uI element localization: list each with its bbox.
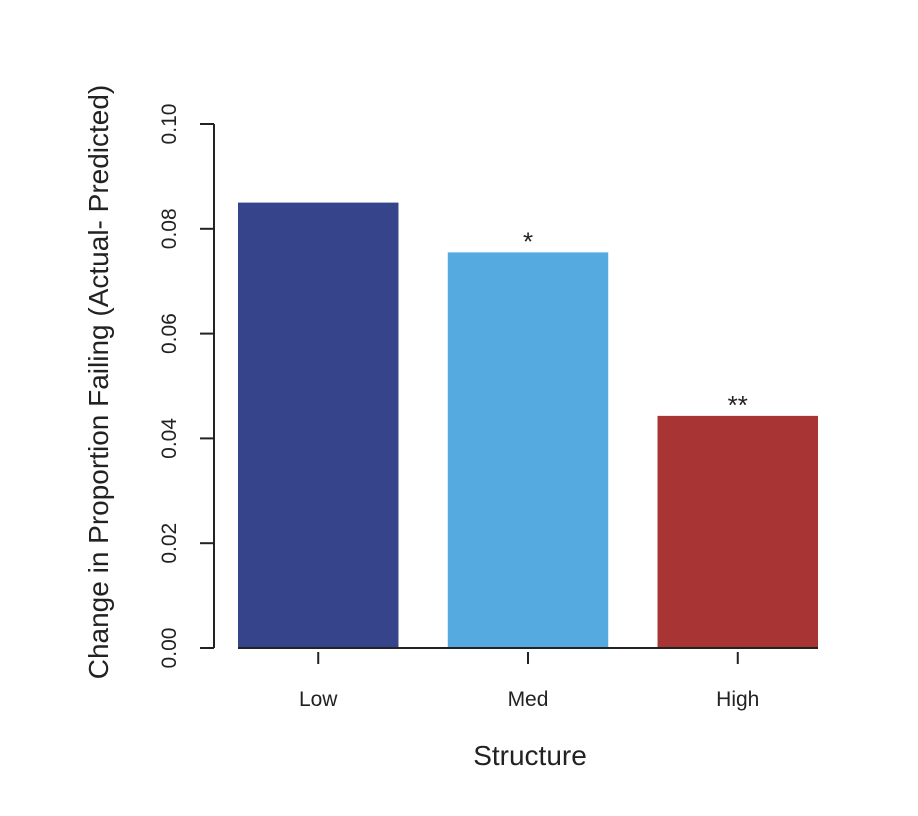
x-axis-title: Structure [473,740,587,771]
y-axis-title: Change in Proportion Failing (Actual- Pr… [83,85,114,680]
x-tick-label-low: Low [299,688,338,711]
x-tick-label-med: Med [508,688,549,711]
y-tick-label: 0.10 [158,104,181,145]
significance-label-med: * [523,226,533,256]
x-tick-label-high: High [716,688,759,711]
significance-labels: *** [523,226,748,419]
y-tick-label: 0.02 [158,523,181,564]
y-tick-label: 0.06 [158,313,181,354]
bars-group [238,202,818,648]
x-axis-ticks: Low Med High [299,652,759,711]
y-axis-ticks: 0.00 0.02 0.04 0.06 0.08 0.10 [158,104,214,669]
y-tick-label: 0.08 [158,208,181,249]
y-tick-label: 0.04 [158,418,181,459]
bar-low [238,202,399,648]
bar-med [447,252,609,648]
bar-high [657,415,818,648]
significance-label-high: ** [728,390,748,420]
y-tick-label: 0.00 [158,628,181,669]
